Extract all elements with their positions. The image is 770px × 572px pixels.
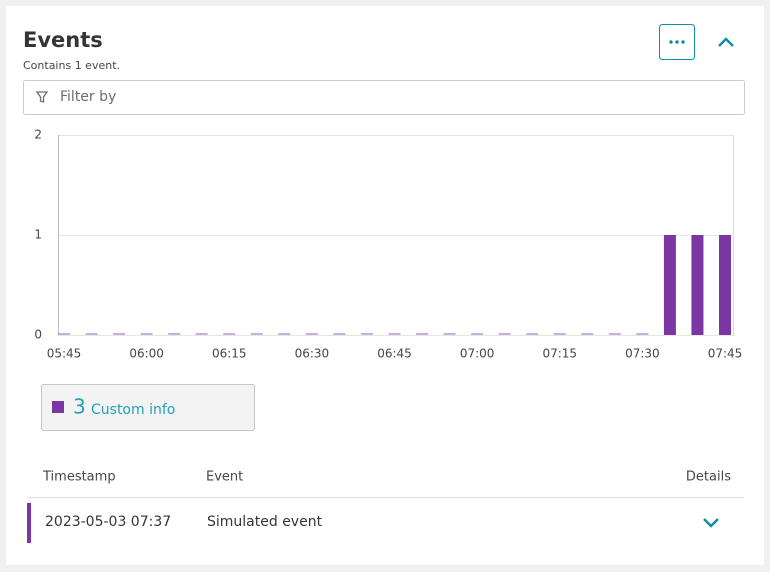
bar bbox=[636, 333, 649, 335]
bar bbox=[416, 333, 429, 335]
filter-box[interactable]: Filter by bbox=[23, 80, 745, 115]
bar bbox=[168, 333, 181, 335]
chart: 0 1 2 05:45 06:00 06:15 06:30 06:45 07:00 07:15 07… bbox=[34, 128, 742, 361]
bar bbox=[113, 333, 126, 335]
bar bbox=[278, 333, 291, 335]
x-tick-label: 06:00 bbox=[129, 347, 164, 361]
bar bbox=[498, 333, 511, 335]
y-tick-label: 1 bbox=[34, 228, 42, 242]
legend-item[interactable]: 3 Custom info bbox=[41, 384, 255, 431]
x-tick-label: 06:45 bbox=[377, 347, 412, 361]
x-tick-label: 07:15 bbox=[542, 347, 577, 361]
table-cell: 2023-05-03 07:37 bbox=[45, 514, 171, 530]
x-tick-label: 07:45 bbox=[708, 347, 743, 361]
bar bbox=[195, 333, 208, 335]
bar bbox=[663, 235, 676, 335]
x-tick-label: 05:45 bbox=[47, 347, 82, 361]
bar bbox=[471, 333, 484, 335]
legend-label: Custom info bbox=[91, 402, 175, 418]
y-tick-label: 0 bbox=[34, 328, 42, 342]
bar bbox=[333, 333, 346, 335]
bar bbox=[85, 333, 98, 335]
panel-subtitle: Contains 1 event. bbox=[23, 59, 120, 72]
bar bbox=[526, 333, 539, 335]
panel-title: Events bbox=[23, 28, 103, 52]
x-tick-label: 06:30 bbox=[295, 347, 330, 361]
bar bbox=[305, 333, 318, 335]
legend-count: 3 bbox=[73, 395, 86, 419]
table-header: Details bbox=[686, 470, 731, 485]
bar bbox=[553, 333, 566, 335]
more-button[interactable] bbox=[659, 24, 695, 60]
row-indicator bbox=[27, 503, 31, 543]
table-header: Event bbox=[206, 470, 243, 485]
bar bbox=[250, 333, 263, 335]
table-header: Timestamp bbox=[42, 470, 116, 485]
bar bbox=[223, 333, 236, 335]
bar bbox=[581, 333, 594, 335]
y-tick-label: 2 bbox=[34, 128, 42, 142]
table-cell: Simulated event bbox=[207, 514, 323, 530]
bar bbox=[691, 235, 704, 335]
x-tick-label: 06:15 bbox=[212, 347, 247, 361]
bar bbox=[388, 333, 401, 335]
bar bbox=[719, 235, 731, 335]
bar bbox=[58, 333, 70, 335]
collapse-chevron[interactable] bbox=[718, 37, 734, 47]
bar bbox=[608, 333, 621, 335]
x-tick-label: 07:00 bbox=[460, 347, 495, 361]
x-tick-label: 07:30 bbox=[625, 347, 660, 361]
filter-placeholder: Filter by bbox=[60, 89, 116, 105]
bar bbox=[360, 333, 373, 335]
bar bbox=[443, 333, 456, 335]
expand-chevron[interactable] bbox=[703, 518, 719, 528]
bar bbox=[140, 333, 153, 335]
